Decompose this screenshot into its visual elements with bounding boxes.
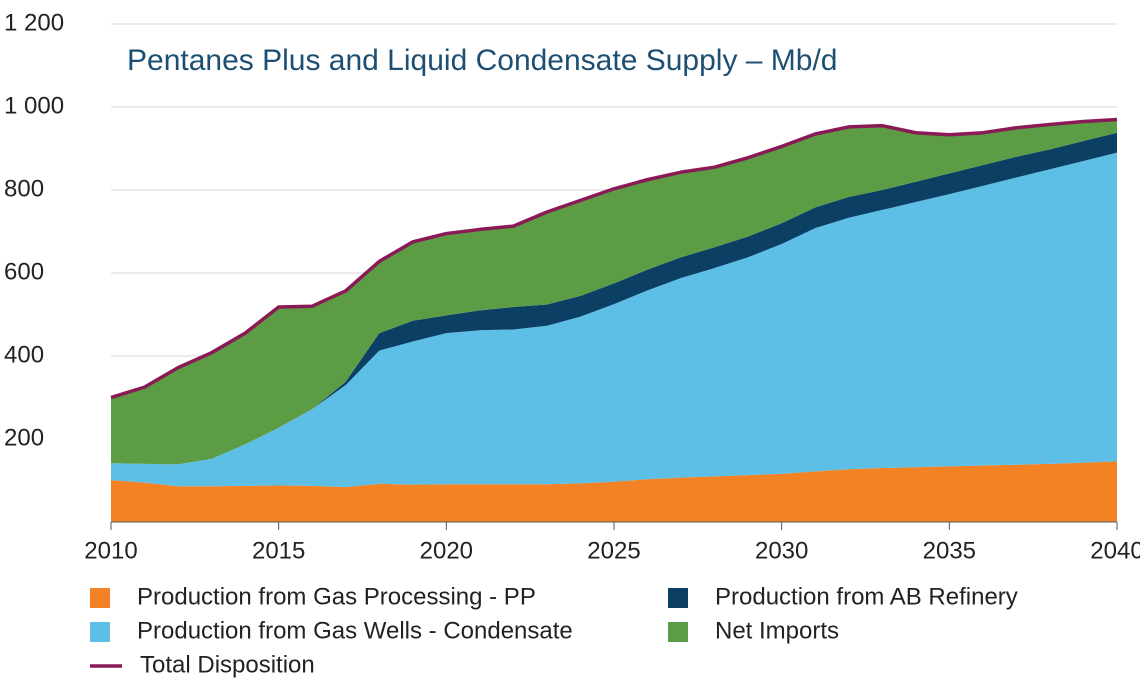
legend-label: Production from Gas Wells - Condensate bbox=[137, 617, 573, 644]
legend-swatch bbox=[668, 588, 688, 608]
legend-swatch bbox=[90, 588, 110, 608]
y-tick-label: 400 bbox=[4, 341, 44, 368]
y-tick-label: 600 bbox=[4, 258, 44, 285]
x-tick-label: 2030 bbox=[755, 537, 808, 564]
y-tick-label: 1 000 bbox=[4, 92, 64, 119]
area bbox=[111, 152, 1117, 488]
legend-label: Total Disposition bbox=[140, 651, 315, 678]
area bbox=[111, 132, 1117, 465]
legend-swatch bbox=[668, 622, 688, 642]
x-tick-label: 2025 bbox=[587, 537, 640, 564]
legend-swatch bbox=[90, 622, 110, 642]
legend-label: Production from AB Refinery bbox=[715, 583, 1018, 610]
chart-title: Pentanes Plus and Liquid Condensate Supp… bbox=[127, 44, 838, 77]
x-tick-label: 2040 bbox=[1090, 537, 1140, 564]
y-tick-label: 800 bbox=[4, 175, 44, 202]
x-tick-label: 2035 bbox=[923, 537, 976, 564]
legend-label: Net Imports bbox=[715, 617, 839, 644]
x-tick-label: 2020 bbox=[420, 537, 473, 564]
area bbox=[111, 461, 1117, 522]
area bbox=[111, 119, 1117, 465]
plot-area bbox=[110, 23, 1118, 522]
total-line bbox=[110, 117, 1118, 400]
y-tick-label: 200 bbox=[4, 424, 44, 451]
legend-label: Production from Gas Processing - PP bbox=[137, 583, 536, 610]
y-tick-label: 1 200 bbox=[4, 9, 64, 36]
x-tick-label: 2010 bbox=[84, 537, 137, 564]
x-tick-label: 2015 bbox=[252, 537, 305, 564]
